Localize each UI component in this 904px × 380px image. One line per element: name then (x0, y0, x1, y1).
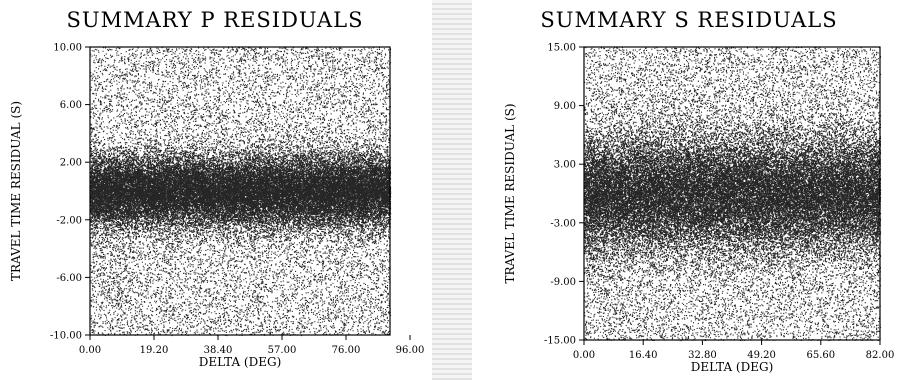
y-tick-label: -6.00 (56, 273, 82, 284)
s-residuals-panel: SUMMARY S RESIDUALS -15.00 -9.00 -3.00 3.00… (474, 0, 904, 380)
y-tick-label: -10.00 (50, 331, 82, 342)
x-tick-label: 0.00 (573, 350, 595, 361)
x-tick-label: 96.00 (396, 345, 425, 356)
x-tick-label: 0.00 (79, 345, 101, 356)
scatter-points (584, 47, 882, 342)
x-tick-label: 32.80 (688, 350, 717, 361)
y-tick-label: 6.00 (60, 100, 82, 111)
scatter-points (90, 47, 392, 337)
y-axis-label: TRAVEL TIME RESIDUAL (S) (503, 103, 517, 283)
x-tick-label: 19.20 (140, 345, 169, 356)
x-axis-label: DELTA (DEG) (691, 360, 774, 374)
y-tick-label: 9.00 (554, 101, 576, 112)
s-residuals-chart: -15.00 -9.00 -3.00 3.00 9.00 15.00 0.00 16.40 32… (503, 43, 895, 375)
scan-divider-strip (432, 0, 472, 380)
chart-title: SUMMARY P RESIDUALS (66, 8, 364, 32)
x-tick-label: 82.00 (866, 350, 895, 361)
y-axis-label: TRAVEL TIME RESIDUAL (S) (9, 101, 23, 281)
y-tick-label: -3.00 (550, 218, 576, 229)
y-tick-label: 3.00 (554, 160, 576, 171)
x-axis-label: DELTA (DEG) (199, 355, 282, 369)
y-tick-label: -15.00 (544, 336, 576, 347)
x-tick-label: 16.40 (629, 350, 658, 361)
x-tick-label: 38.40 (204, 345, 233, 356)
y-tick-label: 15.00 (547, 43, 576, 54)
y-tick-label: -9.00 (550, 277, 576, 288)
x-tick-label: 49.20 (747, 350, 776, 361)
x-tick-label: 57.00 (268, 345, 297, 356)
p-residuals-chart: -10.00 -6.00 -2.00 2.00 6.00 10.00 0.00 19.20 38… (9, 43, 425, 370)
chart-title: SUMMARY S RESIDUALS (540, 8, 838, 32)
y-tick-label: 2.00 (60, 158, 82, 169)
x-tick-label: 76.00 (332, 345, 361, 356)
y-tick-label: 10.00 (53, 43, 82, 54)
y-tick-label: -2.00 (56, 215, 82, 226)
x-tick-label: 65.60 (806, 350, 835, 361)
p-residuals-panel: SUMMARY P RESIDUALS -10.00 -6.00 -2.00 2.00… (0, 0, 430, 380)
